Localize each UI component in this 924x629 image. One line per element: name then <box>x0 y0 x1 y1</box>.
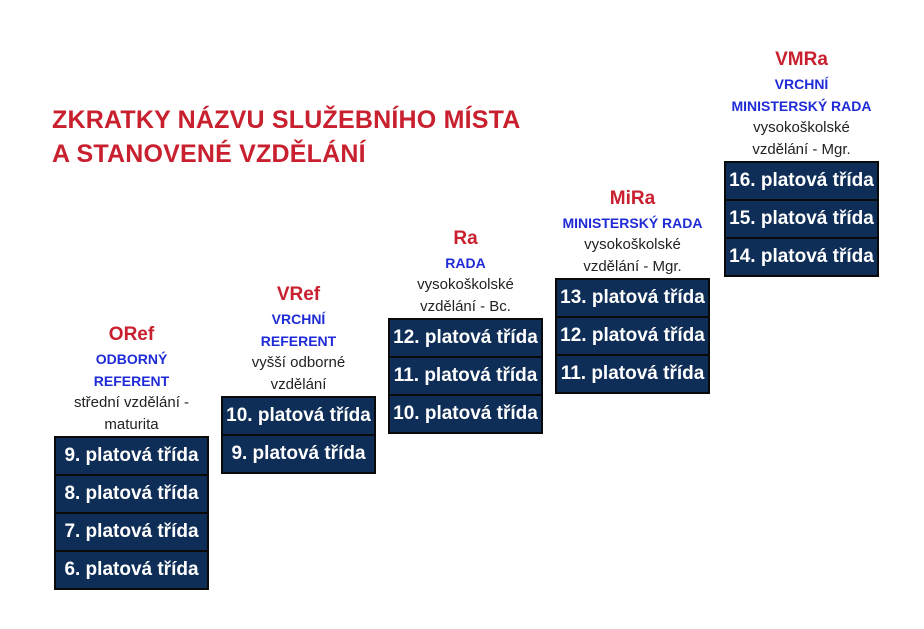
salary-class-box: 16. platová třída <box>724 161 879 201</box>
education-line: vysokoškolské <box>584 236 681 253</box>
salary-class-stack: 16. platová třída 15. platová třída 14. … <box>724 161 879 277</box>
salary-class-box: 11. platová třída <box>388 356 543 396</box>
salary-class-box: 9. platová třída <box>54 436 209 476</box>
column-header: MiRa MINISTERSKÝ RADA vysokoškolské vzdě… <box>545 186 720 278</box>
position-abbreviation: ORef <box>108 324 155 345</box>
salary-class-box: 9. platová třída <box>221 434 376 474</box>
education-line: vyšší odborné <box>251 354 346 371</box>
salary-class-box: 8. platová třída <box>54 474 209 514</box>
salary-class-box: 13. platová třída <box>555 278 710 318</box>
salary-class-box: 7. platová třída <box>54 512 209 552</box>
rank-name-line: VRCHNÍ <box>774 76 829 92</box>
salary-class-box: 15. platová třída <box>724 199 879 239</box>
education-line: vysokoškolské <box>753 119 850 136</box>
title-line-2: A STANOVENÉ VZDĚLÁNÍ <box>52 140 366 168</box>
rank-name-line: ODBORNÝ <box>95 351 168 367</box>
rank-name-line: REFERENT <box>260 333 337 349</box>
education-line: vzdělání - Mgr. <box>583 258 682 275</box>
title-line-1: ZKRATKY NÁZVU SLUŽEBNÍHO MÍSTA <box>52 106 521 134</box>
education-line: maturita <box>104 416 159 433</box>
education-line: vzdělání - Mgr. <box>752 141 851 158</box>
rank-name-line: MINISTERSKÝ RADA <box>562 215 703 231</box>
column-header: VMRa VRCHNÍ MINISTERSKÝ RADA vysokoškols… <box>714 47 889 161</box>
rank-name-line: MINISTERSKÝ RADA <box>731 98 872 114</box>
rank-name-line: REFERENT <box>93 373 170 389</box>
salary-class-box: 12. platová třída <box>388 318 543 358</box>
salary-class-box: 14. platová třída <box>724 237 879 277</box>
salary-class-box: 10. platová třída <box>221 396 376 436</box>
position-abbreviation: Ra <box>453 228 478 249</box>
column-header: VRef VRCHNÍ REFERENT vyšší odborné vzděl… <box>211 282 386 396</box>
education-line: vzdělání - Bc. <box>420 298 511 315</box>
salary-class-stack: 12. platová třída 11. platová třída 10. … <box>388 318 543 434</box>
rank-name-line: VRCHNÍ <box>271 311 326 327</box>
education-line: střední vzdělání - <box>73 394 190 411</box>
education-line: vzdělání <box>270 376 327 393</box>
position-abbreviation: VMRa <box>775 49 828 70</box>
salary-class-stack: 9. platová třída 8. platová třída 7. pla… <box>54 436 209 590</box>
salary-class-box: 11. platová třída <box>555 354 710 394</box>
salary-class-stack: 10. platová třída 9. platová třída <box>221 396 376 474</box>
salary-class-box: 6. platová třída <box>54 550 209 590</box>
education-line: vysokoškolské <box>417 276 514 293</box>
column-header: ORef ODBORNÝ REFERENT střední vzdělání -… <box>44 322 219 436</box>
rank-name-line: RADA <box>445 255 486 271</box>
page-title: ZKRATKY NÁZVU SLUŽEBNÍHO MÍSTA A STANOVE… <box>52 103 521 171</box>
position-abbreviation: VRef <box>276 284 321 305</box>
salary-class-stack: 13. platová třída 12. platová třída 11. … <box>555 278 710 394</box>
salary-class-box: 10. platová třída <box>388 394 543 434</box>
column-header: Ra RADA vysokoškolské vzdělání - Bc. <box>378 226 553 318</box>
position-abbreviation: MiRa <box>609 188 656 209</box>
salary-class-box: 12. platová třída <box>555 316 710 356</box>
